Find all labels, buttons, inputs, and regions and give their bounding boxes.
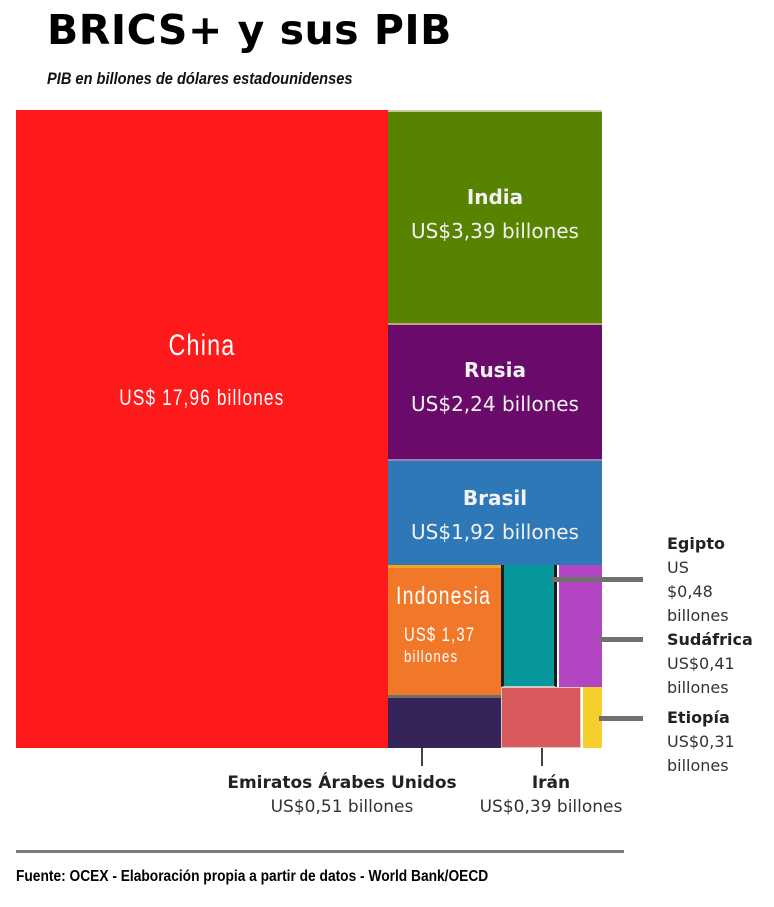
- tile-label: Indonesia: [396, 582, 492, 610]
- tile-value-unit: billones: [404, 647, 459, 666]
- label-egipto: Egipto US $0,48 billones: [667, 532, 729, 628]
- tile-value: US$3,39 billones: [411, 218, 579, 243]
- tile-brasil: Brasil US$1,92 billones: [388, 459, 602, 565]
- label-name: Irán: [531, 773, 571, 793]
- tile-egipto: [501, 565, 557, 687]
- leader-line-egipto: [551, 577, 643, 582]
- tile-china: China US$ 17,96 billones: [16, 110, 388, 748]
- tile-emiratos: [388, 698, 501, 748]
- tile-etiopia: [581, 687, 602, 748]
- tile-value: US$1,92 billones: [411, 520, 579, 544]
- tile-value: US$ 17,96 billones: [119, 385, 285, 410]
- tile-label: China: [168, 329, 236, 362]
- label-value-line: US$0,31: [667, 732, 735, 751]
- label-emiratos: Emiratos Árabes Unidos US$0,51 billones: [222, 771, 462, 819]
- tile-indonesia: Indonesia US$ 1,37 billones: [388, 565, 501, 698]
- label-name: Etiopía: [667, 708, 730, 727]
- source-note: Fuente: OCEX - Elaboración propia a part…: [16, 868, 489, 885]
- label-value-line: billones: [667, 756, 729, 775]
- label-value: US$0,51 billones: [270, 797, 414, 817]
- label-value: US$0,39 billones: [479, 797, 623, 817]
- label-name: Sudáfrica: [667, 630, 753, 649]
- label-value-line: US: [667, 558, 689, 577]
- label-value-line: $0,48: [667, 582, 713, 601]
- tile-label: India: [466, 184, 524, 209]
- label-etiopia: Etiopía US$0,31 billones: [667, 706, 735, 778]
- leader-line-etiopia: [599, 716, 643, 721]
- tile-iran: [501, 687, 581, 748]
- tile-label: Rusia: [464, 358, 526, 382]
- label-sudafrica: Sudáfrica US$0,41 billones: [667, 628, 753, 700]
- tile-value: US$ 1,37: [404, 625, 476, 646]
- leader-line-iran: [541, 748, 543, 766]
- label-value-line: billones: [667, 678, 729, 697]
- chart-title: BRICS+ y sus PIB: [47, 6, 452, 54]
- leader-line-sudafrica: [599, 637, 643, 642]
- label-value-line: US$0,41: [667, 654, 735, 673]
- tile-value: US$2,24 billones: [411, 392, 579, 416]
- tile-india: India US$3,39 billones: [388, 110, 602, 323]
- chart-subtitle: PIB en billones de dólares estadounidens…: [47, 69, 353, 88]
- label-name: Egipto: [667, 534, 725, 553]
- label-name: Emiratos Árabes Unidos: [227, 773, 457, 793]
- tile-rusia: Rusia US$2,24 billones: [388, 323, 602, 459]
- leader-line-emiratos: [421, 748, 423, 766]
- tile-label: Brasil: [462, 486, 528, 510]
- label-value-line: billones: [667, 606, 729, 625]
- footer-divider: [16, 850, 624, 853]
- tile-sudafrica: [557, 565, 602, 687]
- label-iran: Irán US$0,39 billones: [466, 771, 636, 819]
